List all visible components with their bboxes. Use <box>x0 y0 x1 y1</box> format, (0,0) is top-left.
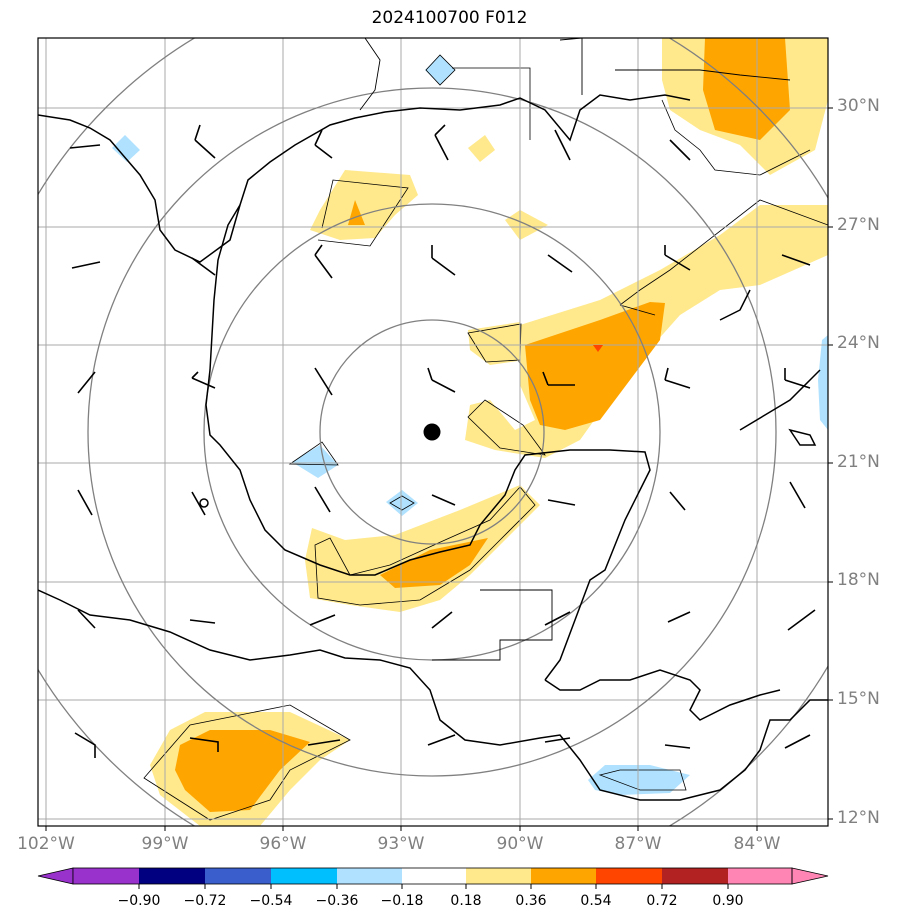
political-borders <box>359 38 791 661</box>
anomaly-fill-sw <box>150 712 350 826</box>
colorbar-tick-label: −0.36 <box>315 893 359 909</box>
calm-wind-marker <box>199 498 209 508</box>
lat-label-21n: 21°N <box>837 452 880 472</box>
storm-center-marker <box>423 423 441 441</box>
coastlines <box>38 94 828 801</box>
colorbar-tick-label: 0.36 <box>515 893 547 909</box>
lon-label-102w: 102°W <box>17 834 75 854</box>
colorbar-tick-label: 0.90 <box>712 893 744 909</box>
anomaly-fill-east-band <box>465 205 828 458</box>
lon-label-96w: 96°W <box>259 834 307 854</box>
map-title: 2024100700 F012 <box>371 8 528 28</box>
colorbar <box>37 867 829 889</box>
lat-label-24n: 24°N <box>837 333 880 353</box>
colorbar-tick-label: −0.54 <box>249 893 293 909</box>
colorbar-tick-label: −0.72 <box>183 893 227 909</box>
axis-ticks <box>45 107 833 831</box>
lat-label-27n: 27°N <box>837 215 880 235</box>
anomaly-contours <box>143 54 828 821</box>
colorbar-tick-label: −0.18 <box>380 893 424 909</box>
lat-label-15n: 15°N <box>837 689 880 709</box>
anomaly-fill-ne <box>662 38 828 175</box>
lon-label-84w: 84°W <box>733 834 781 854</box>
colorbar-tick-label: 0.54 <box>580 893 612 909</box>
lon-label-90w: 90°W <box>496 834 544 854</box>
colorbar-tick-label: 0.18 <box>450 893 482 909</box>
colorbar-tick-label: −0.90 <box>117 893 161 909</box>
lat-label-18n: 18°N <box>837 570 880 590</box>
colorbar-tick-label: 0.72 <box>646 893 678 909</box>
wind-barbs <box>69 124 816 758</box>
lon-label-87w: 87°W <box>614 834 662 854</box>
lat-label-30n: 30°N <box>837 96 880 116</box>
anomaly-peak-marker <box>593 345 603 352</box>
lat-lon-grid <box>38 38 828 826</box>
lon-label-93w: 93°W <box>377 834 425 854</box>
lon-label-99w: 99°W <box>141 834 189 854</box>
anomaly-fill-south <box>305 485 540 612</box>
map-frame <box>37 37 829 827</box>
lat-label-12n: 12°N <box>837 808 880 828</box>
